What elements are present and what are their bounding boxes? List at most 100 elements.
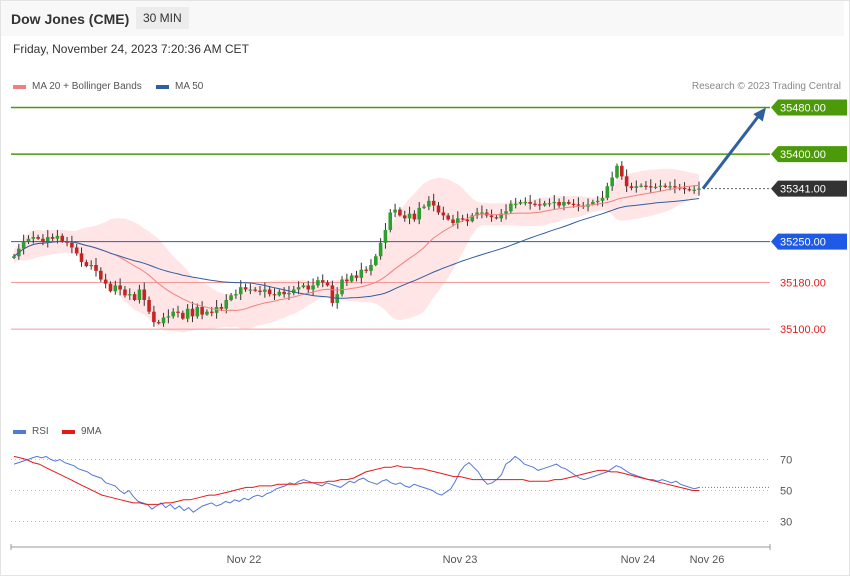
candle-body (591, 202, 595, 205)
candle-body (41, 238, 45, 242)
candle-body (181, 312, 185, 319)
ma20-swatch-icon (13, 84, 26, 89)
candle-body (248, 289, 253, 291)
level-35341-label: 35341.00 (780, 184, 826, 196)
ma50-label: MA 50 (175, 81, 204, 92)
legend-rsi: RSI (13, 426, 49, 437)
level-35480-label: 35480.00 (780, 103, 826, 115)
candle-body (359, 269, 364, 278)
candle-body (673, 186, 677, 188)
candle-body (21, 241, 26, 249)
candle-body (349, 275, 354, 282)
candle-body (234, 294, 238, 296)
rsi-ma-swatch-icon (62, 429, 75, 434)
candle-body (306, 285, 311, 290)
candle-body (402, 215, 407, 219)
candle-body (354, 275, 359, 278)
candle-body (562, 202, 566, 206)
candle-body (629, 186, 634, 188)
candle-body (460, 218, 465, 220)
candle-body (45, 237, 50, 242)
candle-body (345, 279, 349, 282)
rsi-tick-50: 50 (780, 486, 792, 498)
candle-body (185, 308, 190, 319)
target-arrow-shaft (701, 114, 761, 190)
candle-body (624, 176, 629, 187)
candle-body (475, 212, 479, 216)
candle-body (258, 290, 262, 292)
candle-body (542, 203, 547, 206)
candle-body (330, 285, 335, 303)
timeframe-badge[interactable]: 30 MIN (136, 7, 189, 29)
candle-body (94, 265, 98, 271)
candle-body (166, 316, 171, 318)
target-arrow-head (753, 107, 766, 122)
candle-body (456, 218, 460, 223)
candle-body (296, 287, 301, 290)
candle-body (441, 212, 446, 216)
candle-body (595, 200, 600, 203)
candle-body (639, 185, 643, 187)
candle-body (398, 209, 402, 216)
level-35480-tag (771, 99, 847, 116)
candle-body (615, 165, 619, 178)
level-35250-tag (771, 233, 847, 250)
candle-body (320, 280, 325, 283)
rsi-ma-line (13, 455, 699, 505)
candle-body (142, 289, 147, 300)
candle-body (219, 307, 224, 309)
candle-body (427, 200, 431, 207)
x-tick-label: Nov 26 (690, 554, 725, 566)
candle-body (634, 186, 639, 188)
candle-body (663, 185, 668, 187)
candle-body (538, 204, 542, 206)
ma20-line (13, 184, 700, 312)
candle-body (277, 291, 282, 296)
bollinger-band-area (14, 168, 699, 333)
level-35400-tag (771, 146, 847, 163)
candle-body (263, 289, 267, 292)
candle-body (147, 300, 151, 312)
candle-body (156, 322, 161, 324)
candle-body (253, 289, 257, 291)
rsi-swatch-icon (13, 429, 26, 434)
candle-body (340, 279, 344, 295)
candle-body (118, 285, 122, 290)
level-35250-label: 35250.00 (780, 237, 826, 249)
candle-body (36, 237, 40, 239)
candle-body (610, 177, 614, 187)
candle-body (287, 293, 291, 295)
candle-body (137, 289, 142, 300)
timestamp: Friday, November 24, 2023 7:20:36 AM CET (13, 42, 249, 56)
candle-body (489, 215, 494, 218)
candle-body (171, 311, 175, 317)
candle-body (494, 217, 499, 219)
candle-body (547, 203, 552, 205)
candle-body (605, 186, 610, 198)
candle-body (74, 247, 79, 254)
ma20-label: MA 20 + Bollinger Bands (32, 81, 142, 92)
candle-body (422, 206, 426, 208)
candle-body (89, 265, 93, 267)
candle-body (127, 294, 132, 296)
candle-body (620, 165, 624, 177)
candle-body (190, 308, 195, 317)
candle-body (70, 242, 74, 248)
candle-body (108, 283, 113, 292)
candle-body (687, 189, 692, 191)
legend-ma50: MA 50 (156, 81, 203, 92)
legend-rsi-ma: 9MA (62, 426, 102, 437)
candle-body (369, 265, 373, 271)
candle-body (132, 294, 137, 300)
candle-body (518, 202, 523, 204)
candle-body (291, 289, 296, 293)
candle-body (692, 189, 696, 191)
candle-body (84, 262, 89, 267)
candle-body (388, 212, 393, 230)
candle-body (557, 202, 561, 206)
level-35100-label: 35100.00 (780, 324, 826, 336)
candle-body (412, 213, 417, 220)
candle-body (480, 212, 484, 214)
candle-body (571, 203, 576, 205)
